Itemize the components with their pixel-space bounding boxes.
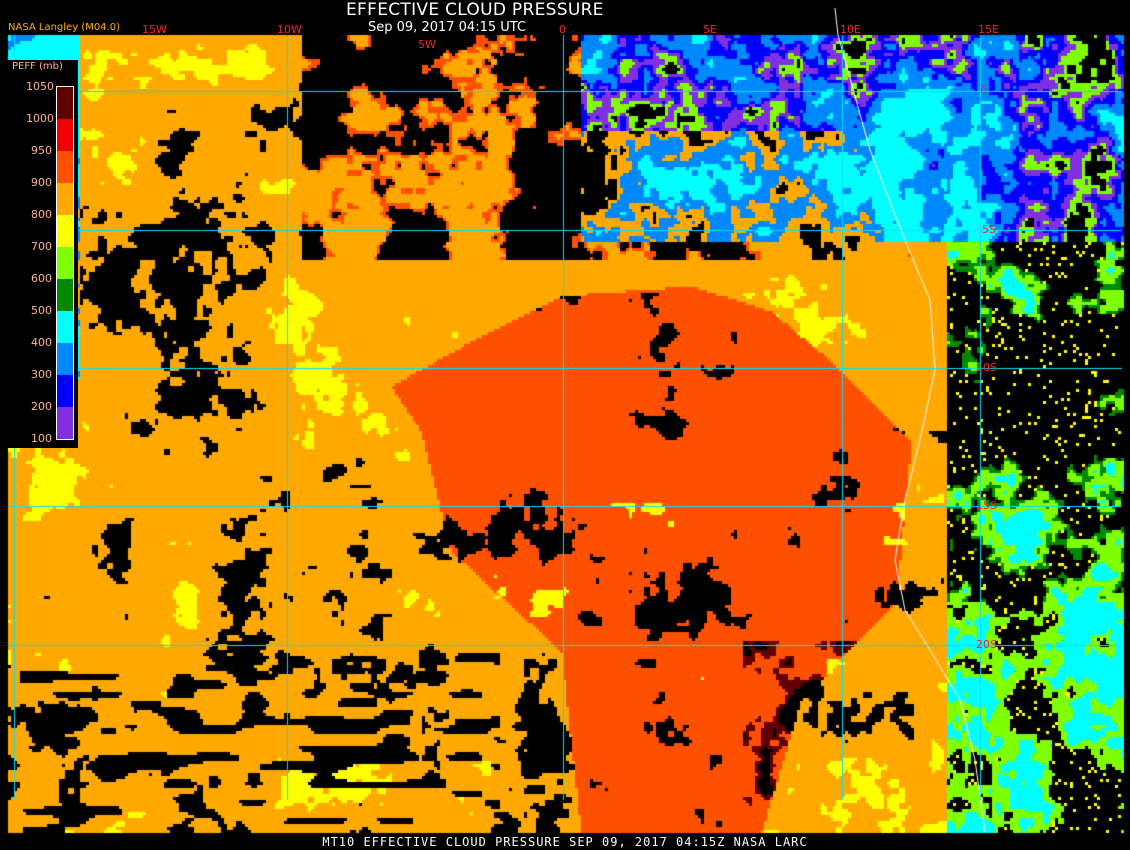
legend-tick: 200 [31, 400, 52, 413]
lat-label: 0 [980, 84, 987, 97]
legend-swatch [57, 343, 73, 375]
legend-swatch [57, 119, 73, 151]
legend-tick: 400 [31, 336, 52, 349]
footer-caption: MT10 EFFECTIVE CLOUD PRESSURE SEP 09, 20… [322, 835, 808, 849]
lat-label: 5S [982, 223, 996, 236]
legend-swatch [57, 183, 73, 215]
legend-title: PEFF (mb) [12, 61, 63, 72]
color-legend: PEFF (mb) 100 200 300 400 500 600 700 800 900 950… [8, 60, 78, 448]
lat-label: 10S [976, 361, 997, 374]
legend-swatch [57, 311, 73, 343]
lon-label: 10W [277, 23, 302, 36]
legend-swatch [57, 215, 73, 247]
legend-tick: 700 [31, 240, 52, 253]
legend-color-bar [56, 86, 74, 440]
credit-label: NASA Langley (M04.0) [8, 22, 120, 33]
map-timestamp: Sep 09, 2017 04:15 UTC [368, 20, 527, 35]
map-title: EFFECTIVE CLOUD PRESSURE [346, 0, 604, 20]
lon-label: 10E [840, 23, 861, 36]
lat-label: 20S [976, 638, 997, 651]
lat-label: 15S [976, 499, 997, 512]
lon-label: 15E [978, 23, 999, 36]
legend-tick: 500 [31, 304, 52, 317]
legend-tick: 900 [31, 176, 52, 189]
legend-tick: 1050 [26, 80, 54, 93]
lon-label: 5W [418, 38, 436, 51]
legend-tick: 600 [31, 272, 52, 285]
legend-tick: 100 [31, 432, 52, 445]
lon-label: 0 [559, 23, 566, 36]
legend-swatch [57, 407, 73, 439]
legend-swatch [57, 375, 73, 407]
legend-tick: 1000 [26, 112, 54, 125]
legend-swatch [57, 247, 73, 279]
legend-tick: 950 [31, 144, 52, 157]
legend-swatch [57, 87, 73, 119]
legend-swatch [57, 151, 73, 183]
lon-label: 15W [142, 23, 167, 36]
legend-tick: 300 [31, 368, 52, 381]
legend-swatch [57, 279, 73, 311]
lon-label: 5E [703, 23, 717, 36]
legend-tick: 800 [31, 208, 52, 221]
